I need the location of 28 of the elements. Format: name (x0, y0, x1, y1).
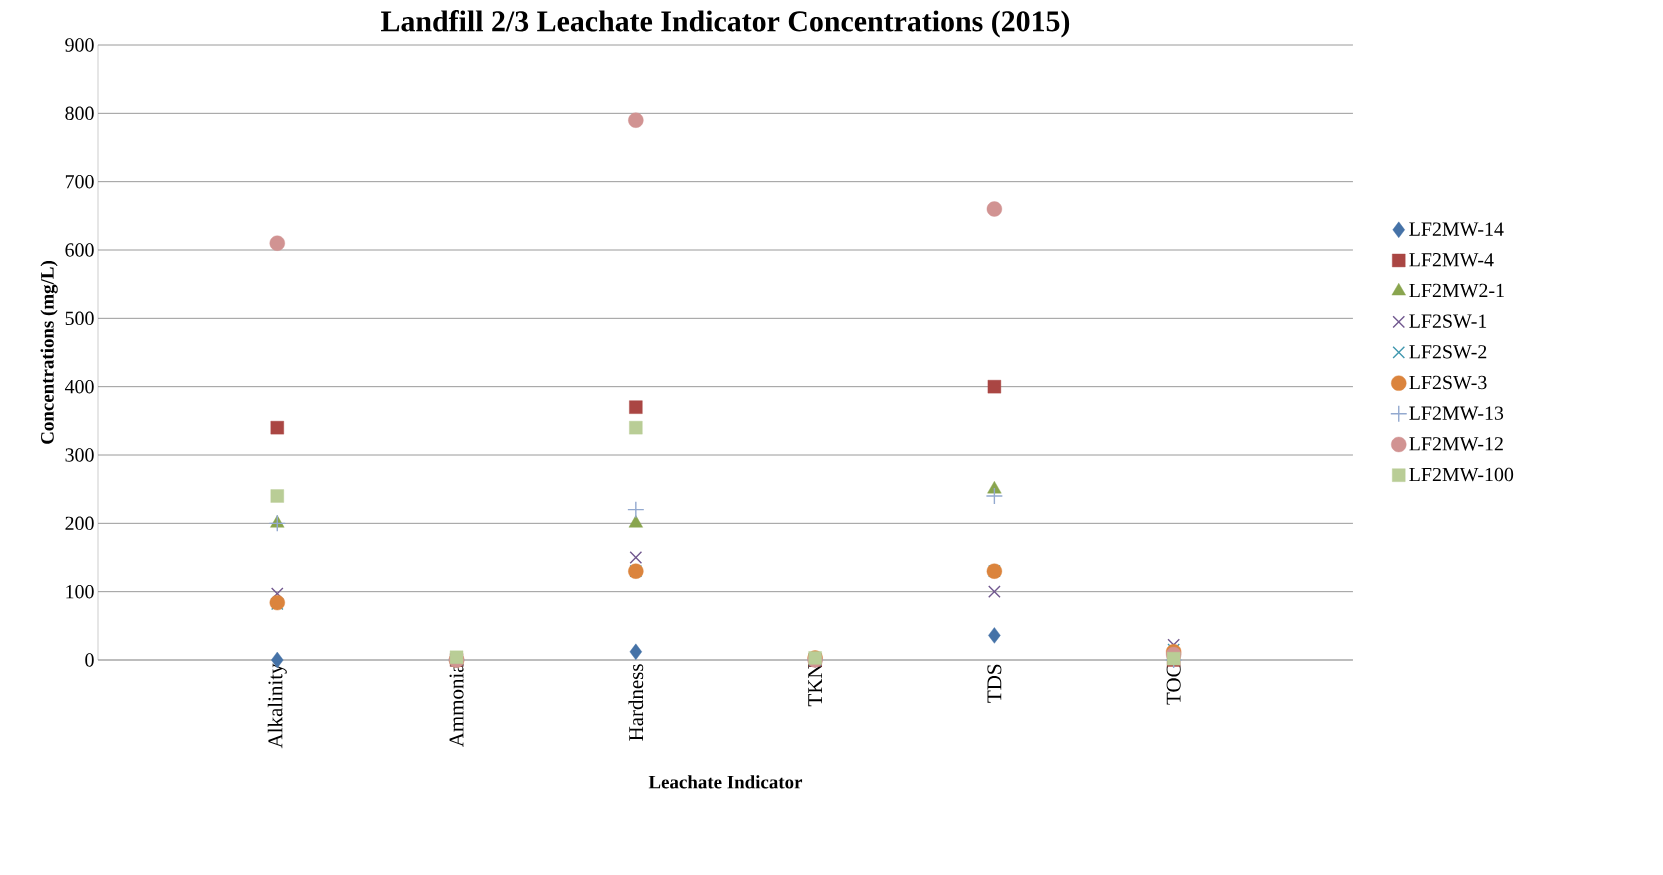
legend-label: LF2SW-2 (1409, 345, 1487, 359)
y-tick-label: 0 (85, 653, 94, 667)
legend-label: LF2MW-100 (1409, 467, 1514, 482)
y-tick-label: 200 (65, 516, 94, 531)
legend-label: LF2MW2-1 (1409, 283, 1504, 298)
x-axis-title: Leachate Indicator (648, 775, 803, 789)
y-tick-label: 600 (65, 243, 94, 257)
x-tick-label: Ammonia (449, 663, 464, 747)
y-tick-label: 400 (64, 379, 94, 394)
y-tick-label: 900 (65, 38, 94, 52)
legend-label: LF2MW-4 (1409, 253, 1494, 267)
x-tick-label: TKN (808, 664, 822, 707)
y-tick-label: 800 (65, 106, 94, 121)
legend-label: LF2MW-13 (1409, 406, 1504, 420)
legend-label: LF2SW-1 (1409, 314, 1487, 328)
y-tick-label: 300 (65, 448, 94, 462)
legend-label: LF2MW-14 (1409, 222, 1504, 236)
legend-label: LF2SW-3 (1409, 375, 1487, 390)
y-tick-label: 500 (65, 311, 94, 326)
y-tick-label: 700 (65, 174, 94, 189)
chart-title: Landfill 2/3 Leachate Indicator Concentrations (2015) (381, 10, 1070, 38)
x-tick-label: Alkalinity (267, 663, 287, 749)
y-tick-label: 100 (66, 584, 94, 599)
x-tick-label: TOC (1166, 664, 1181, 705)
y-axis-title: Concentrations (mg/L) (40, 261, 58, 444)
x-tick-label: Hardness (628, 664, 644, 741)
legend-label: LF2MW-12 (1409, 437, 1503, 451)
x-tick-label: TDS (987, 664, 1002, 703)
